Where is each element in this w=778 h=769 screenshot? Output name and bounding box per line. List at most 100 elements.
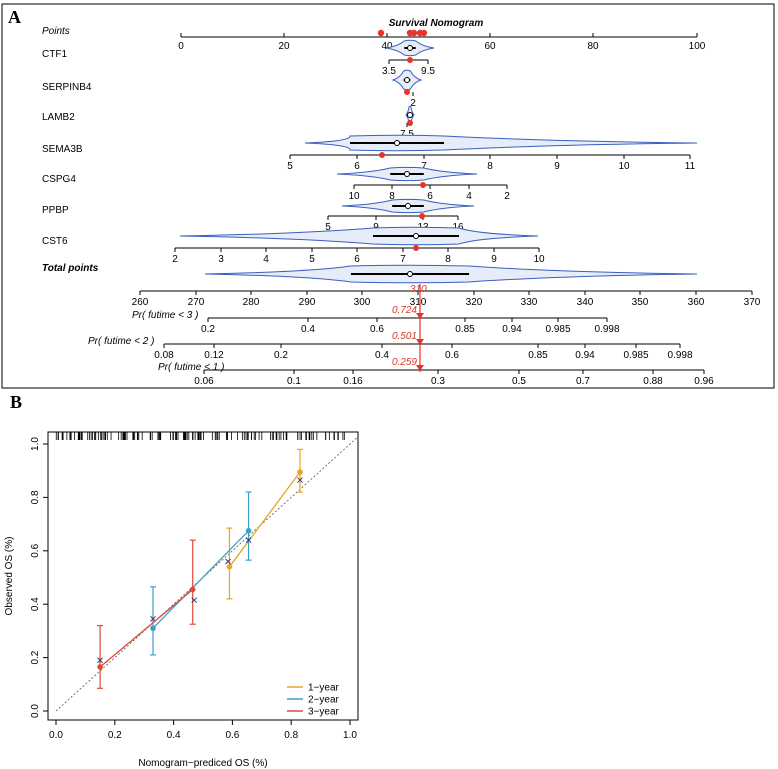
prediction-arrowhead	[416, 339, 424, 345]
bias-corrected-marker	[297, 477, 303, 483]
violin-median	[405, 203, 411, 209]
panel-a-frame	[1, 3, 775, 389]
selected-value-marker	[407, 120, 413, 126]
tick-label: 5	[309, 254, 315, 265]
tick-label: 8	[389, 191, 395, 202]
tick-label: 260	[132, 297, 149, 308]
row-label: Pr( futime < 2 )	[88, 336, 154, 347]
violin-median	[404, 171, 410, 177]
row-label: CST6	[42, 236, 68, 247]
legend-label: 3−year	[308, 707, 340, 718]
x-axis-label: Nomogram−prediced OS (%)	[138, 758, 267, 769]
tick-label: 0.7	[576, 376, 590, 387]
predicted-probability: 0.259	[392, 357, 417, 368]
tick-label: 0.5	[512, 376, 526, 387]
violin-median	[404, 77, 410, 83]
prediction-arrowhead	[416, 365, 424, 371]
prediction-arrowhead	[416, 313, 424, 319]
tick-label: 0.998	[667, 350, 692, 361]
tick-label: 5	[287, 161, 293, 172]
row-label: CSPG4	[42, 174, 76, 185]
tick-label: 350	[632, 297, 649, 308]
tick-label: 0.6	[370, 324, 384, 335]
violin-median	[407, 271, 413, 277]
tick-label: 3	[218, 254, 224, 265]
nomogram-row: Pr( futime < 1 ) 0.06 0.1 0.16 0.3 0.5 0.7 0.88…	[158, 362, 714, 387]
bias-corrected-marker	[97, 657, 103, 664]
nomogram-row: Pr( futime < 2 )0.08 0.12 0.2 0.4 0.6 0.85 0.9…	[88, 336, 693, 361]
row-label: Pr( futime < 3 )	[132, 310, 198, 321]
tick-label: 40	[381, 41, 393, 52]
panel-a-letter: A	[8, 7, 21, 27]
tick-label: 0.16	[343, 376, 363, 387]
violin-median	[394, 140, 400, 146]
tick-label: 6	[354, 161, 360, 172]
bias-corrected-marker	[225, 558, 231, 565]
tick-label: 7	[421, 161, 427, 172]
tick-label: 0.985	[545, 324, 570, 335]
tick-label: 9.5	[421, 66, 435, 77]
tick-label: 0	[178, 41, 184, 52]
nomogram-title: Survival Nomogram	[389, 18, 484, 29]
y-tick-label: 1.0	[30, 437, 41, 451]
row-label: Pr( futime < 1 )	[158, 362, 224, 373]
selected-value-marker	[413, 245, 419, 251]
nomogram-row: SEMA3B 5 6 7 8 9 10 11	[42, 134, 698, 172]
plot-frame	[47, 431, 359, 721]
row-label: Total points	[42, 263, 99, 274]
legend-label: 1−year	[308, 683, 340, 694]
series-2-year	[150, 491, 252, 656]
data-point	[150, 625, 156, 632]
series-line	[228, 471, 301, 568]
series-line	[99, 589, 194, 668]
x-tick-label: 1.0	[343, 730, 357, 741]
tick-label: 0.96	[694, 376, 714, 387]
selected-value-marker	[407, 57, 413, 63]
tick-label: 0.94	[575, 350, 595, 361]
tick-label: 2	[410, 98, 416, 109]
series-line	[152, 530, 250, 629]
tick-label: 2	[504, 191, 510, 202]
tick-label: 2	[172, 254, 178, 265]
bias-corrected-marker	[245, 537, 252, 543]
violin-median	[407, 45, 413, 51]
y-tick-label: 0.6	[30, 543, 41, 557]
tick-label: 300	[354, 297, 371, 308]
legend-label: 2−year	[308, 695, 340, 706]
tick-label: 0.4	[301, 324, 315, 335]
x-tick-label: 0.8	[284, 730, 298, 741]
nomogram-row: Total points 260 270 280 290 300 310 320 330 340 3…	[42, 263, 761, 308]
nomogram-row: SERPINB4 2	[42, 69, 423, 109]
nomogram-row: LAMB2 7.5	[42, 105, 415, 140]
violin-median	[407, 112, 413, 118]
row-label: PPBP	[42, 205, 69, 216]
tick-label: 0.6	[445, 350, 459, 361]
predicted-probability: 0.501	[392, 331, 417, 342]
tick-label: 4	[263, 254, 269, 265]
row-label: SEMA3B	[42, 144, 83, 155]
x-tick-label: 0.6	[225, 730, 239, 741]
tick-label: 10	[618, 161, 630, 172]
series-3-year	[97, 539, 198, 689]
tick-label: 0.06	[194, 376, 214, 387]
tick-label: 320	[466, 297, 483, 308]
tick-label: 0.08	[154, 350, 174, 361]
x-tick-label: 0.4	[167, 730, 181, 741]
tick-label: 80	[587, 41, 599, 52]
nomogram-row: CST6 2 3 4 5 6 7 8 9 10	[42, 226, 545, 265]
tick-label: 280	[243, 297, 260, 308]
tick-label: 8	[487, 161, 493, 172]
tick-label: 370	[744, 297, 761, 308]
nomogram-row: CSPG4 10 8 6 4 2	[42, 166, 510, 202]
tick-label: 0.94	[502, 324, 522, 335]
tick-label: 0.985	[623, 350, 648, 361]
nomogram-row: Points 0 20 40 60 80 100	[42, 26, 706, 52]
data-point	[97, 664, 103, 670]
data-point	[245, 527, 252, 534]
tick-label: 340	[577, 297, 594, 308]
tick-label: 0.3	[431, 376, 445, 387]
tick-label: 0.2	[274, 350, 288, 361]
